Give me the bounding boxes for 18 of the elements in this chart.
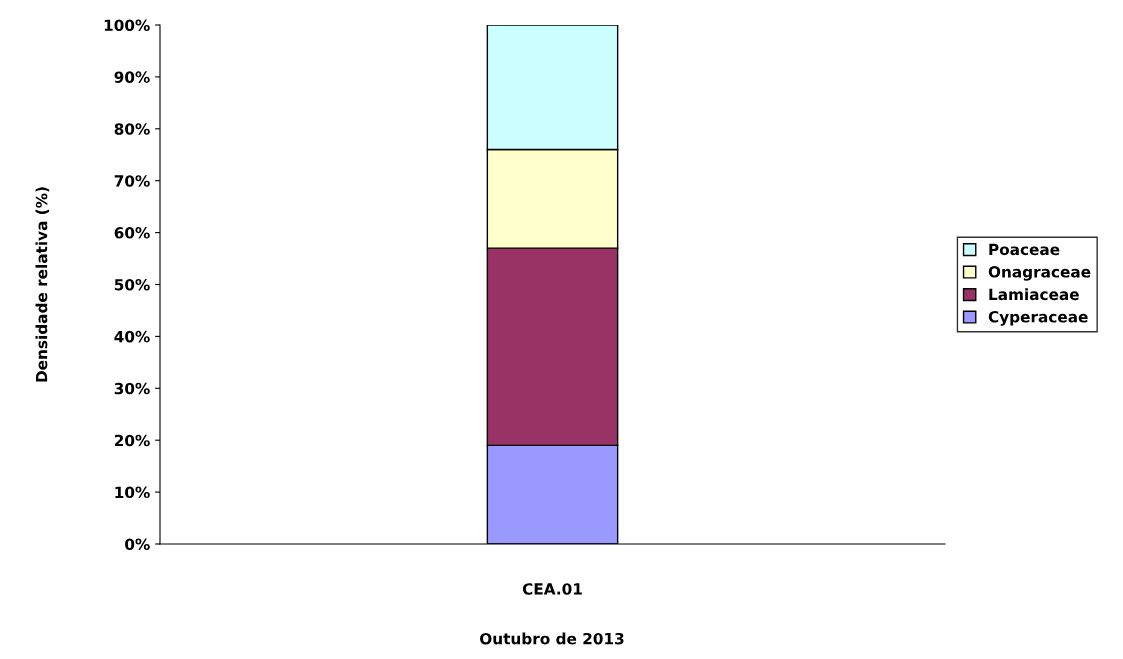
legend-label: Onagraceae	[988, 266, 1091, 281]
legend-label: Poaceae	[989, 243, 1060, 256]
y-tick-label: 40%	[114, 330, 150, 343]
y-tick-label: 90%	[114, 71, 150, 83]
text: Outubro de 2013	[480, 632, 624, 645]
y-tick-label: 80%	[114, 123, 150, 135]
y-tick-label: 20%	[114, 434, 150, 447]
y-axis-title: Densidade relativa (%)	[35, 187, 50, 382]
y-tick-label: 100%	[104, 19, 150, 32]
y-tick-label: 50%	[114, 278, 150, 291]
legend-label: Cyperaceae	[988, 311, 1088, 326]
y-tick-label: 70%	[114, 175, 150, 187]
legend-label: Lamiaceae	[989, 288, 1079, 301]
y-tick-label: 10%	[115, 486, 150, 499]
y-tick-label: 0%	[125, 538, 150, 551]
y-tick-label: 60%	[114, 227, 150, 239]
x-tick-label: CEA.01	[522, 583, 582, 595]
y-tick-label: 30%	[114, 382, 150, 395]
